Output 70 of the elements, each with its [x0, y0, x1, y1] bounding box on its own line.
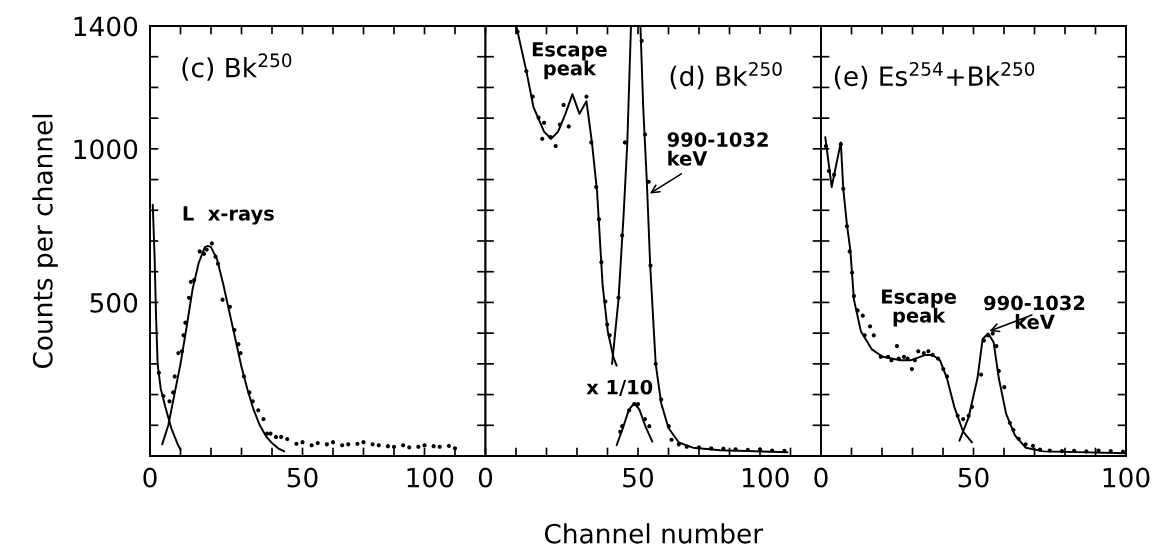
point: [868, 324, 873, 329]
point: [889, 358, 894, 363]
y-tick-label: 1400: [74, 16, 138, 37]
point: [832, 172, 837, 177]
annotation: Escape peak: [882, 289, 956, 327]
text: (e) Es$^{254}$+Bk$^{250}$: [834, 61, 1035, 90]
point: [966, 413, 971, 418]
point: [936, 356, 941, 361]
x-tick-label: 100: [743, 467, 789, 488]
point: [860, 313, 865, 318]
point: [838, 142, 843, 147]
x-tick-label: 50: [287, 467, 318, 488]
point: [1072, 448, 1077, 453]
x-tick-label: 50: [958, 467, 989, 488]
point: [1037, 447, 1043, 452]
x-axis-title: Channel number: [544, 523, 764, 544]
point: [926, 349, 931, 354]
point: [930, 352, 935, 358]
point: [944, 374, 950, 379]
point: [1016, 436, 1021, 441]
point: [941, 367, 946, 372]
point: [961, 417, 966, 422]
point: [896, 356, 901, 361]
point: [969, 404, 975, 409]
point: [1007, 420, 1012, 425]
x-tick-label: 50: [623, 467, 654, 488]
annotation: Escape peak: [532, 42, 607, 80]
point: [1011, 427, 1016, 432]
point: [912, 358, 918, 363]
annotation: x 1/10: [586, 379, 653, 397]
point: [916, 349, 921, 354]
point: [1002, 385, 1007, 390]
point: [1108, 449, 1113, 454]
point: [841, 186, 846, 191]
point: [955, 413, 960, 418]
text: (d) Bk$^{250}$: [670, 61, 782, 90]
point: [878, 354, 883, 359]
annotation: 990-1032 keV: [667, 132, 768, 166]
y-axis-title: Counts per channel: [32, 114, 58, 369]
x-tick-label: 100: [1103, 467, 1150, 488]
y-tick-label: 500: [90, 292, 138, 313]
x-tick-label: 0: [143, 467, 157, 488]
point: [844, 224, 850, 229]
point: [851, 293, 857, 299]
point: [826, 168, 832, 174]
point: [1023, 442, 1028, 447]
point: [1084, 449, 1089, 454]
annotation: L x-rays: [183, 206, 274, 225]
x-tick-label: 0: [478, 467, 493, 488]
point: [1096, 448, 1101, 453]
point: [986, 333, 991, 338]
point: [909, 367, 914, 372]
point: [894, 343, 900, 349]
point: [862, 333, 867, 338]
point: [979, 372, 984, 377]
point: [850, 270, 855, 275]
point: [981, 338, 986, 343]
point: [921, 351, 926, 356]
point: [871, 333, 876, 338]
y-tick-label: 1000: [74, 139, 138, 160]
annotation: 990-1032 keV: [984, 295, 1085, 330]
point: [996, 368, 1001, 373]
x-tick-label: 100: [407, 467, 454, 488]
point: [886, 354, 891, 359]
point: [994, 343, 999, 349]
x-tick-label: 0: [814, 467, 828, 488]
point: [901, 354, 907, 359]
text: (c) Bk$^{250}$: [182, 53, 292, 81]
point: [1059, 449, 1065, 454]
point: [1030, 443, 1036, 448]
